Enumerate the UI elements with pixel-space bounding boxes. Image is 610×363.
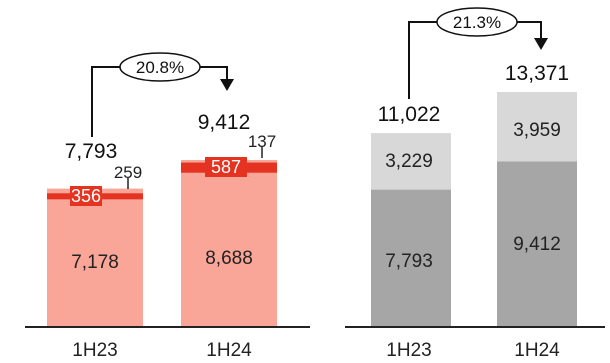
right-growth-label: 21.3% <box>453 13 501 32</box>
left-growth-badge <box>119 52 201 82</box>
right-1h23-base-label: 7,793 <box>385 251 433 272</box>
right-1h23-top-label: 3,229 <box>385 151 433 172</box>
right-bar-1h24-segment-top <box>497 92 577 162</box>
right-1h24-total-label: 13,371 <box>505 62 569 85</box>
right-growth-badge <box>436 7 518 37</box>
right-category-1h23: 1H23 <box>386 340 431 361</box>
right-growth-arrowhead <box>534 38 548 50</box>
left-1h24-base-label: 8,688 <box>205 248 253 269</box>
left-growth-label: 20.8% <box>136 58 184 77</box>
left-1h23-base-label: 7,178 <box>71 252 119 273</box>
right-1h24-base-label: 9,412 <box>513 234 561 255</box>
right-chart: 7,793 9,412 3,229 3,959 11,022 13,371 21… <box>345 7 605 361</box>
left-1h23-red-label: 356 <box>71 186 101 206</box>
left-category-1h24: 1H24 <box>206 340 252 361</box>
left-growth-bracket-right <box>200 66 228 80</box>
left-1h23-total-label: 7,793 <box>65 140 118 163</box>
right-bar-1h23-segment-base <box>371 189 451 326</box>
left-1h24-red-label: 587 <box>211 157 241 177</box>
left-growth-bracket-left <box>91 66 120 137</box>
left-bar-1h24-segment-base <box>181 172 277 326</box>
left-category-1h23: 1H23 <box>72 340 117 361</box>
left-1h24-red-label-box <box>205 157 247 177</box>
right-1h23-total-label: 11,022 <box>378 103 441 126</box>
right-bar-1h24-segment-base <box>497 161 577 326</box>
left-1h24-total-label: 9,412 <box>198 111 251 134</box>
right-1h24-top-label: 3,959 <box>513 120 561 141</box>
right-bar-1h23-segment-top <box>371 133 451 190</box>
right-growth-bracket-left <box>408 21 437 99</box>
left-growth-arrowhead <box>220 79 234 91</box>
left-1h23-top-label: 259 <box>114 163 142 182</box>
right-category-1h24: 1H24 <box>514 340 560 361</box>
left-1h24-top-label: 137 <box>248 132 276 151</box>
left-bar-1h23-segment-base <box>47 199 143 326</box>
right-growth-bracket-right <box>517 21 542 39</box>
left-chart: 7,178 8,688 356 587 259 137 7,793 9,412 … <box>25 52 310 361</box>
left-1h23-red-label-box <box>70 186 102 206</box>
